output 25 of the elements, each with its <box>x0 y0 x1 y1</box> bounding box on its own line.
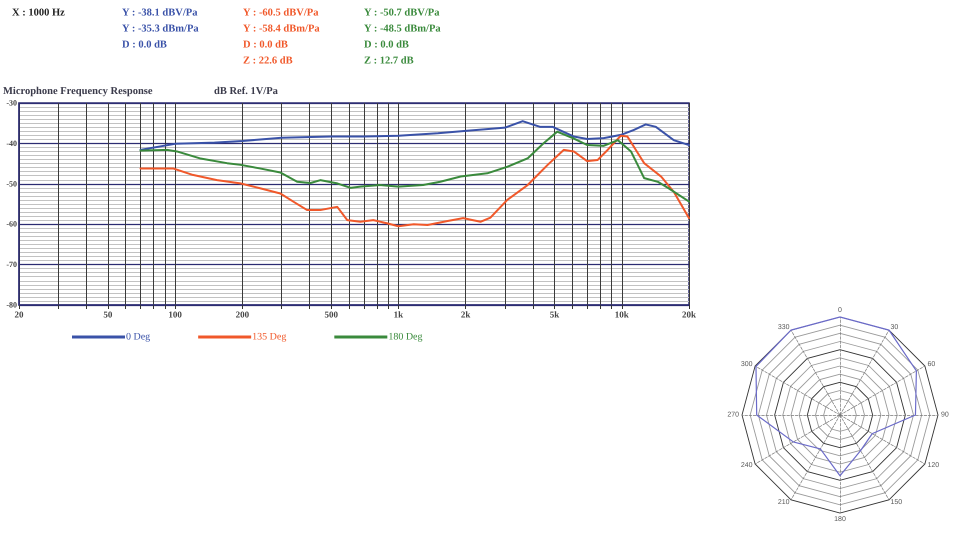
y-tick-label: -30 <box>6 98 17 108</box>
chart-title: Microphone Frequency Response <box>3 86 153 97</box>
text: Y : -38.1 dBV/Pa Y : -35.3 dBm/Pa D : 0.0 dB <box>122 8 200 50</box>
text: 0 Deg <box>126 332 150 342</box>
y-tick-label: -80 <box>6 300 17 310</box>
x-tick-label: 20k <box>682 310 696 320</box>
x-tick-label: 50 <box>103 310 113 320</box>
x-tick-label: 200 <box>236 310 250 320</box>
x-tick-label: 20 <box>14 310 24 320</box>
x-tick-label: 10k <box>614 310 629 320</box>
y-tick-label: -50 <box>6 179 17 188</box>
x-tick-label: 100 <box>168 310 182 320</box>
text: 135 Deg <box>252 332 286 342</box>
text: Y : -60.5 dBV/Pa Y : -58.4 dBm/Pa D : 0.0 dB Z : 22.6 dB <box>243 8 320 66</box>
x-tick-label: 2k <box>460 310 470 320</box>
text: Y : -50.7 dBV/Pa Y : -48.5 dBm/Pa D : 0.0 dB Z : 12.7 dB <box>364 8 442 66</box>
text: 180 Deg <box>388 332 422 342</box>
text: X : 1000 Hz <box>12 8 66 18</box>
y-tick-label: -40 <box>6 138 17 148</box>
x-tick-label: 500 <box>324 310 338 320</box>
x-tick-label: 1k <box>394 310 404 320</box>
chart-subtitle: dB Ref. 1V/Pa <box>214 86 279 97</box>
y-tick-label: -60 <box>6 220 17 229</box>
y-tick-label: -70 <box>6 260 17 270</box>
x-tick-label: 5k <box>550 310 560 320</box>
